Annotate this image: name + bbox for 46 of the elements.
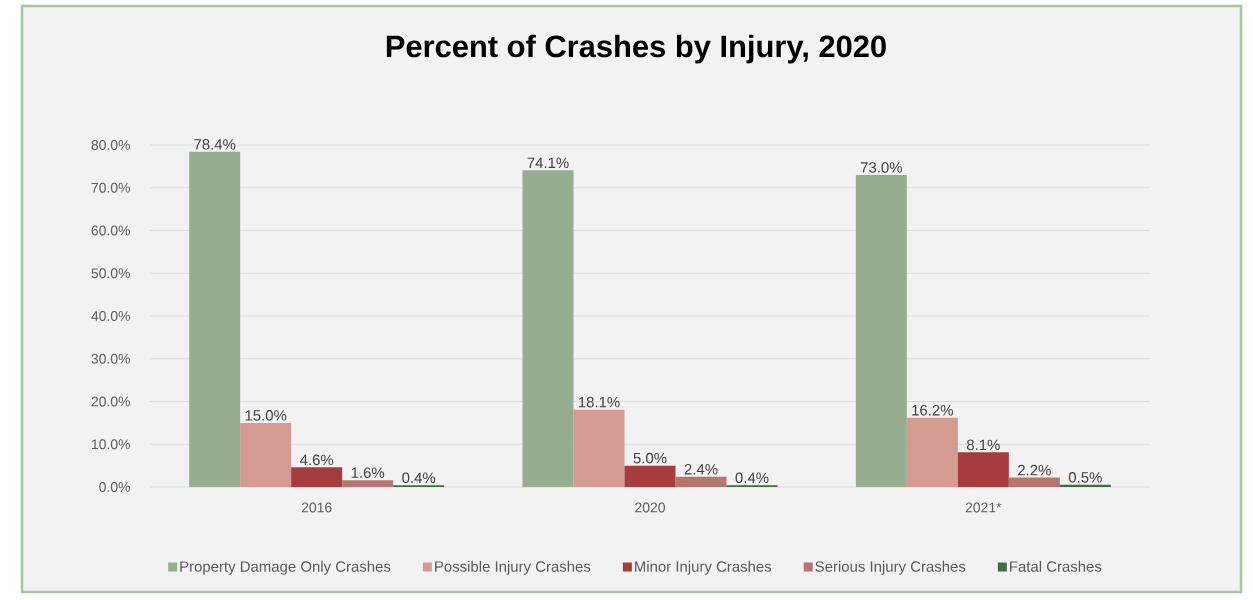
- y-tick-label: 40.0%: [91, 311, 130, 321]
- y-tick-label: 80.0%: [91, 140, 130, 150]
- bar: [573, 409, 625, 487]
- data-label: 4.6%: [299, 454, 334, 466]
- y-tick-label: 20.0%: [91, 396, 130, 407]
- bar: [675, 476, 727, 487]
- legend-label: Fatal Crashes: [1010, 560, 1102, 572]
- data-label: 2.2%: [1018, 464, 1051, 476]
- data-label: 2.4%: [684, 464, 718, 475]
- bar: [1008, 477, 1060, 487]
- legend-label: Property Damage Only Crashes: [180, 560, 391, 575]
- x-tick-label: 2016: [301, 502, 332, 513]
- data-label: 0.4%: [402, 472, 436, 484]
- data-label: 0.4%: [735, 472, 769, 484]
- y-tick-label: 50.0%: [91, 268, 130, 279]
- legend-label: Minor Injury Crashes: [635, 560, 772, 575]
- bar: [855, 174, 907, 487]
- data-label: 0.5%: [1068, 472, 1102, 483]
- data-label: 1.6%: [351, 467, 385, 478]
- y-tick-label: 60.0%: [91, 225, 130, 236]
- data-label: 74.1%: [527, 157, 569, 169]
- bar: [1059, 484, 1111, 487]
- y-tick-label: 10.0%: [91, 439, 130, 450]
- data-label: 78.4%: [194, 139, 236, 150]
- bar: [189, 151, 241, 487]
- y-tick-label: 0.0%: [99, 482, 130, 492]
- bar: [957, 452, 1009, 487]
- x-tick-label: 2020: [635, 502, 665, 513]
- legend-label: Possible Injury Crashes: [435, 560, 591, 575]
- y-tick-label: 30.0%: [91, 353, 130, 364]
- data-label: 8.1%: [966, 439, 1000, 451]
- bar: [624, 465, 676, 487]
- data-label: 5.0%: [633, 452, 667, 464]
- chart-title: Percent of Crashes by Injury, 2020: [386, 34, 886, 64]
- bar: [291, 467, 343, 487]
- x-tick-label: 2021*: [965, 502, 1002, 513]
- data-label: 73.0%: [860, 162, 902, 173]
- y-tick-label: 70.0%: [91, 182, 130, 193]
- bar: [906, 417, 958, 487]
- legend-label: Serious Injury Crashes: [815, 560, 966, 575]
- data-label: 15.0%: [245, 410, 287, 421]
- data-label: 16.2%: [912, 404, 953, 416]
- bar: [240, 422, 292, 487]
- data-label: 18.1%: [578, 396, 620, 408]
- bar: [522, 170, 574, 487]
- bar: [342, 480, 394, 487]
